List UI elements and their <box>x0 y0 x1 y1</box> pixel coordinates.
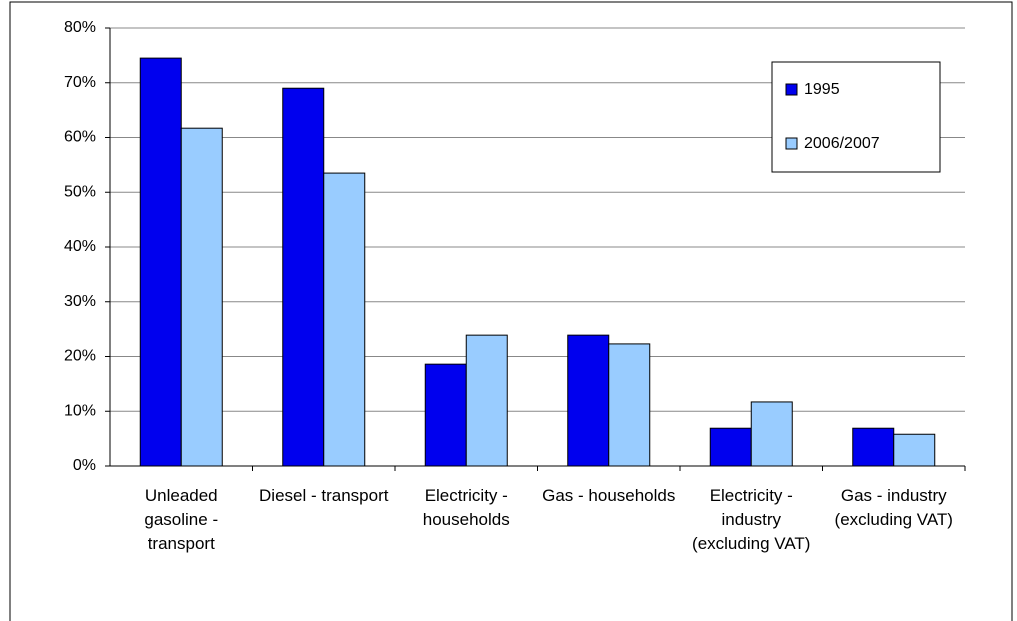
legend-label: 2006/2007 <box>804 135 880 152</box>
x-tick-label: Electricity - industry (excluding VAT) <box>692 486 811 553</box>
bar <box>465 334 508 467</box>
bar <box>323 172 366 467</box>
y-tick-label: 40% <box>64 238 96 255</box>
bar <box>852 427 895 467</box>
y-tick-label: 50% <box>64 183 96 200</box>
legend-swatch <box>785 137 798 150</box>
bar <box>567 334 610 467</box>
x-tick-label: Gas - households <box>542 486 676 505</box>
x-tick-label: Gas - industry (excluding VAT) <box>834 486 953 529</box>
y-tick-label: 20% <box>64 348 96 365</box>
bar <box>139 57 182 467</box>
y-tick-label: 10% <box>64 402 96 419</box>
x-tick-label: Unleaded gasoline - transport <box>144 486 219 553</box>
bar <box>424 363 467 467</box>
bar <box>709 427 752 467</box>
bar <box>893 433 936 467</box>
bar <box>750 401 793 467</box>
y-tick-label: 80% <box>64 19 96 36</box>
legend-swatch <box>785 83 798 96</box>
y-tick-label: 30% <box>64 293 96 310</box>
bar <box>180 127 223 467</box>
y-tick-label: 0% <box>73 457 96 474</box>
legend-label: 1995 <box>804 81 840 98</box>
legend-box <box>771 61 941 173</box>
x-tick-label: Diesel - transport <box>259 486 389 505</box>
bar <box>282 87 325 467</box>
y-tick-label: 60% <box>64 129 96 146</box>
bar <box>608 343 651 467</box>
x-tick-label: Electricity - households <box>422 486 510 529</box>
y-tick-label: 70% <box>64 74 96 91</box>
chart-border <box>9 1 1013 621</box>
